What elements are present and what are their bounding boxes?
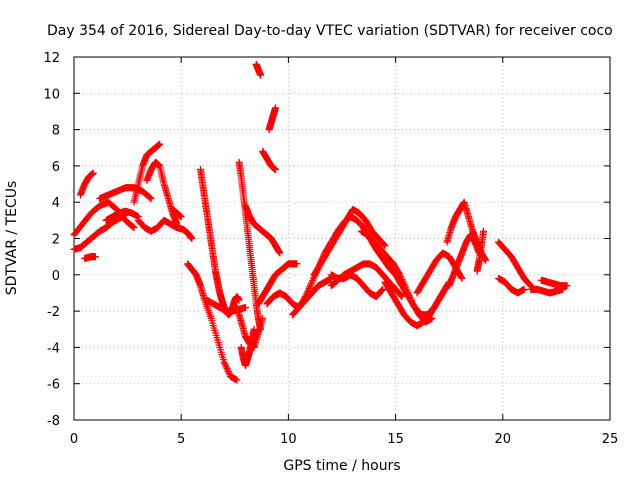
x-tick-label: 5 [177, 432, 185, 447]
series-arc-a [71, 199, 138, 239]
y-tick-label: -4 [47, 341, 60, 356]
y-tick-label: -8 [47, 414, 60, 429]
series-arc-u [255, 260, 301, 307]
series-arc-c [77, 170, 97, 199]
y-tick-label: 6 [52, 160, 60, 175]
y-tick-label: 4 [52, 196, 60, 211]
data-points [71, 61, 571, 384]
y-tick-label: -6 [47, 378, 60, 393]
series-arc-k [184, 260, 240, 383]
y-tick-label: 10 [43, 87, 60, 102]
series-arc-ak [538, 277, 571, 289]
series-arc-t [266, 104, 279, 133]
chart-title: Day 354 of 2016, Sidereal Day-to-day VTE… [47, 23, 613, 39]
y-tick-label: 12 [43, 51, 60, 66]
grid [74, 57, 610, 420]
x-tick-label: 15 [387, 432, 404, 447]
x-axis-label: GPS time / hours [283, 458, 400, 474]
series-arc-e [96, 184, 154, 202]
series-arc-d [81, 253, 99, 262]
series-arc-i [143, 159, 180, 228]
data-point [480, 228, 487, 235]
y-axis-label: SDTVAR / TECUs [4, 181, 20, 296]
y-tick-label: -2 [47, 305, 60, 320]
series-arc-s [253, 61, 264, 79]
x-tick-label: 0 [70, 432, 78, 447]
x-tick-label: 20 [495, 432, 512, 447]
series-arc-r [259, 148, 279, 173]
y-tick-label: 0 [52, 269, 60, 284]
sdtvar-chart: Day 354 of 2016, Sidereal Day-to-day VTE… [0, 0, 640, 480]
x-tick-label: 10 [280, 432, 297, 447]
y-tick-label: 8 [52, 124, 60, 139]
series-arc-z [328, 271, 386, 300]
y-tick-label: 2 [52, 233, 60, 248]
x-tick-label: 25 [602, 432, 619, 447]
